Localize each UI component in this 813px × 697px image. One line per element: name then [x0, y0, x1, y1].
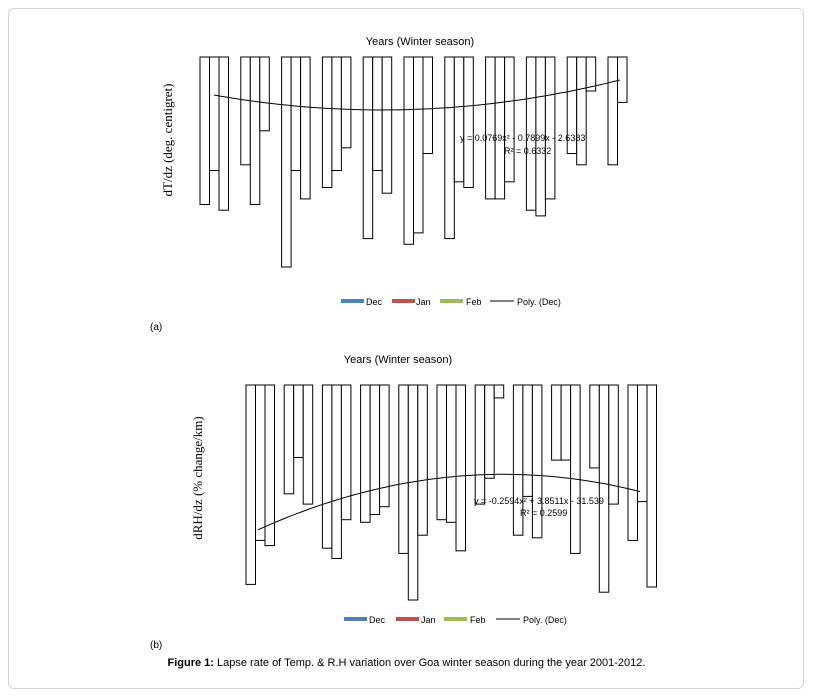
chart-b-bar-2-feb	[302, 384, 314, 505]
chart-b-legend: Dec Jan Feb Poly. (Dec)	[344, 615, 567, 625]
chart-a-bar-6-feb	[422, 56, 433, 154]
figure-caption: Figure 1: Lapse rate of Temp. & R.H vari…	[0, 657, 813, 669]
legend-b-feb-label: Feb	[470, 615, 486, 625]
chart-a-bar-5-feb	[381, 56, 393, 194]
legend-b-dec-swatch	[344, 617, 367, 621]
caption-text: Lapse rate of Temp. & R.H variation over…	[213, 657, 646, 669]
legend-a-feb-label: Feb	[466, 297, 482, 307]
chart-b-bar-7-jan	[484, 384, 495, 479]
chart-b-bar-3-jan	[331, 384, 342, 559]
chart-b-bar-9-feb	[570, 384, 581, 554]
panel-b-label: (b)	[150, 640, 162, 651]
chart-b-bar-10-feb	[608, 384, 619, 505]
chart-b-bar-10-jan	[598, 384, 610, 593]
chart-b-bar-5-feb	[417, 384, 428, 536]
chart-a-bar-3-feb	[300, 56, 311, 200]
chart-b-bar-3-dec	[321, 384, 333, 549]
chart-a-title: Years (Winter season)	[366, 36, 474, 48]
chart-b-bar-3-feb	[340, 384, 352, 521]
chart-b-bar-7-dec	[474, 384, 486, 505]
legend-b-trend-label: Poly. (Dec)	[523, 615, 567, 625]
chart-a-r2: R² = 0.6332	[504, 146, 551, 156]
chart-a-bar-4-dec	[321, 56, 333, 188]
chart-b-bar-2-dec	[283, 384, 295, 495]
chart-a-bar-5-jan	[372, 56, 383, 171]
chart-b-trendline	[257, 473, 641, 531]
chart-a-bar-4-feb	[340, 56, 352, 149]
chart-b-bar-8-jan	[522, 384, 533, 497]
chart-b-bar-2-jan	[293, 384, 304, 458]
chart-b-bars	[245, 384, 657, 601]
chart-b-bar-10-dec	[589, 384, 600, 469]
chart-a-bar-6-dec	[403, 56, 414, 245]
chart-b-bar-7-feb	[493, 384, 505, 399]
chart-a-bar-4-jan	[331, 56, 342, 171]
chart-b-bar-4-feb	[379, 384, 390, 508]
legend-b-feb-swatch	[444, 617, 467, 621]
chart-b-bar-1-dec	[245, 384, 256, 585]
panel-a-label: (a)	[150, 322, 162, 333]
chart-a-bar-8-feb	[504, 56, 515, 183]
chart-b-title: Years (Winter season)	[344, 354, 452, 366]
legend-a-jan-label: Jan	[416, 297, 431, 307]
chart-b-bar-11-jan	[637, 384, 648, 503]
chart-b-bar-9-dec	[551, 384, 562, 461]
chart-b-bar-6-dec	[436, 384, 447, 521]
chart-a-bar-1-jan	[209, 56, 220, 171]
legend-b-jan-label: Jan	[421, 615, 436, 625]
chart-a-bar-7-jan	[453, 56, 465, 183]
legend-a-feb-swatch	[440, 299, 463, 303]
chart-a-bar-10-jan	[576, 56, 587, 166]
chart-b-bar-1-feb	[264, 384, 275, 547]
chart-a-bar-1-dec	[199, 56, 210, 205]
chart-b-bar-6-jan	[446, 384, 457, 523]
chart-a-legend: Dec Jan Feb Poly. (Dec)	[341, 297, 561, 307]
legend-b-dec-label: Dec	[369, 615, 386, 625]
chart-a-bar-9-feb	[544, 56, 556, 200]
chart-b-bar-4-dec	[360, 384, 371, 523]
chart-b-bar-11-dec	[627, 384, 638, 541]
chart-b-bar-4-jan	[369, 384, 381, 515]
chart-a-bar-8-jan	[494, 56, 506, 200]
legend-a-dec-swatch	[341, 299, 364, 303]
chart-a-bar-8-dec	[485, 56, 496, 200]
chart-a-bar-2-jan	[249, 56, 261, 205]
chart-b-bar-9-jan	[560, 384, 572, 461]
chart-a-bar-7-feb	[463, 56, 474, 188]
chart-a-bar-11-jan	[617, 56, 628, 103]
chart-a-bar-1-feb	[218, 56, 229, 211]
chart-a-bar-3-dec	[281, 56, 292, 268]
chart-a-bar-3-jan	[290, 56, 302, 171]
chart-b-bar-11-feb	[646, 384, 657, 588]
chart-a-ylabel: dT/dz (deg. centigret)	[160, 84, 175, 197]
chart-b-bar-8-feb	[531, 384, 543, 539]
chart-a-bar-2-dec	[240, 56, 251, 166]
legend-b-jan-swatch	[396, 617, 419, 621]
chart-a-bar-11-dec	[607, 56, 618, 166]
legend-a-jan-swatch	[392, 299, 415, 303]
chart-b-bar-1-jan	[255, 384, 266, 541]
chart-b-bar-5-dec	[398, 384, 409, 554]
chart-b-ylabel: dRH/dz (% change/km)	[190, 416, 205, 539]
chart-b-r2: R² = 0.2599	[520, 508, 567, 518]
legend-a-trend-label: Poly. (Dec)	[517, 297, 561, 307]
chart-b-bar-6-feb	[455, 384, 466, 552]
chart-b-bar-5-jan	[407, 384, 419, 601]
chart-a-bars	[199, 56, 628, 268]
caption-label: Figure 1:	[167, 657, 214, 669]
chart-a-bar-5-dec	[362, 56, 374, 240]
chart-a-trendline	[213, 79, 621, 111]
chart-b-equation: y = -0.2594x² + 3.8511x - 31.539	[474, 496, 604, 506]
legend-a-dec-label: Dec	[366, 297, 383, 307]
chart-a-equation: y = 0.0769x² - 0.7899x - 2.6383	[460, 133, 585, 143]
chart-a-bar-7-dec	[444, 56, 455, 240]
chart-a-bar-10-feb	[585, 56, 597, 92]
chart-a-bar-6-jan	[413, 56, 424, 234]
chart-a-bar-2-feb	[259, 56, 270, 132]
